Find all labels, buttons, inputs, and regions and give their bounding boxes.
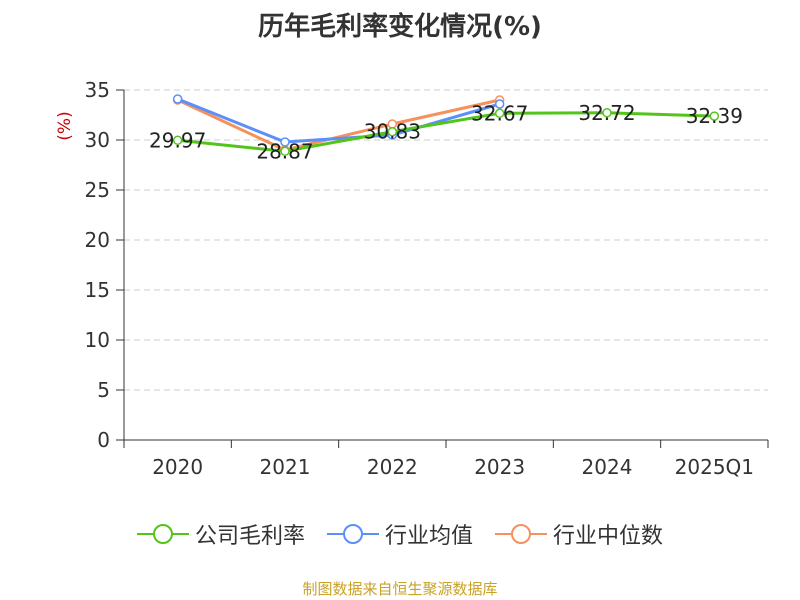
- y-tick-label: 30: [85, 128, 110, 152]
- data-point: [172, 135, 183, 146]
- legend-item-industry-median[interactable]: 行业中位数: [495, 518, 663, 550]
- y-tick-label: 10: [85, 328, 110, 352]
- grid-lines: [124, 89, 768, 391]
- x-tick-label: 2023: [474, 455, 525, 479]
- x-tick-label: 2025Q1: [675, 455, 754, 479]
- data-point: [709, 111, 720, 121]
- legend-item-industry-mean[interactable]: 行业均值: [326, 518, 473, 550]
- data-label: 29.97: [149, 128, 206, 152]
- legend-label: 行业均值: [384, 524, 473, 549]
- data-point: [494, 99, 505, 109]
- y-tick-label: 35: [85, 78, 110, 102]
- x-tick-label: 2024: [582, 455, 633, 479]
- y-tick-label: 5: [97, 378, 110, 402]
- data-label: 30.83: [364, 120, 421, 144]
- data-point: [280, 137, 290, 147]
- chart-title: 历年毛利率变化情况(%): [258, 12, 542, 42]
- legend: 公司毛利率 行业均值 行业中位数: [0, 518, 800, 550]
- y-axis-label: (%): [55, 111, 75, 140]
- data-label: 32.39: [686, 104, 743, 128]
- data-point: [280, 146, 290, 157]
- data-point: [172, 94, 183, 104]
- y-tick-label: 25: [85, 178, 110, 202]
- axes: 0 5 10 15 20 25 30 35 2020 2021 2022 2023 2024 2025Q1: [85, 78, 769, 479]
- x-tick-label: 2020: [152, 455, 203, 479]
- line-circle-icon: [136, 524, 189, 544]
- data-point: [387, 126, 398, 137]
- legend-label: 行业中位数: [553, 524, 664, 549]
- y-tick-label: 0: [97, 428, 110, 452]
- series-line: [177, 97, 501, 144]
- series-lines: [172, 94, 720, 157]
- y-tick-label: 20: [85, 228, 110, 252]
- legend-label: 公司毛利率: [194, 524, 305, 549]
- data-label: 32.67: [471, 101, 528, 125]
- legend-item-company[interactable]: 公司毛利率: [136, 518, 305, 550]
- data-point: [602, 108, 612, 118]
- x-tick-label: 2021: [260, 455, 311, 479]
- series-line: [177, 111, 715, 153]
- line-circle-icon: [326, 524, 379, 544]
- x-tick-label: 2022: [367, 455, 418, 479]
- data-label: 28.87: [256, 139, 313, 163]
- data-label: 32.72: [578, 101, 635, 125]
- y-tick-label: 15: [85, 278, 110, 302]
- source-footer: 制图数据来自恒生聚源数据库: [302, 580, 498, 598]
- data-labels: 29.97 28.87 30.83 32.67 32.72 32.39: [149, 101, 743, 164]
- data-point: [494, 108, 505, 119]
- line-circle-icon: [495, 524, 547, 544]
